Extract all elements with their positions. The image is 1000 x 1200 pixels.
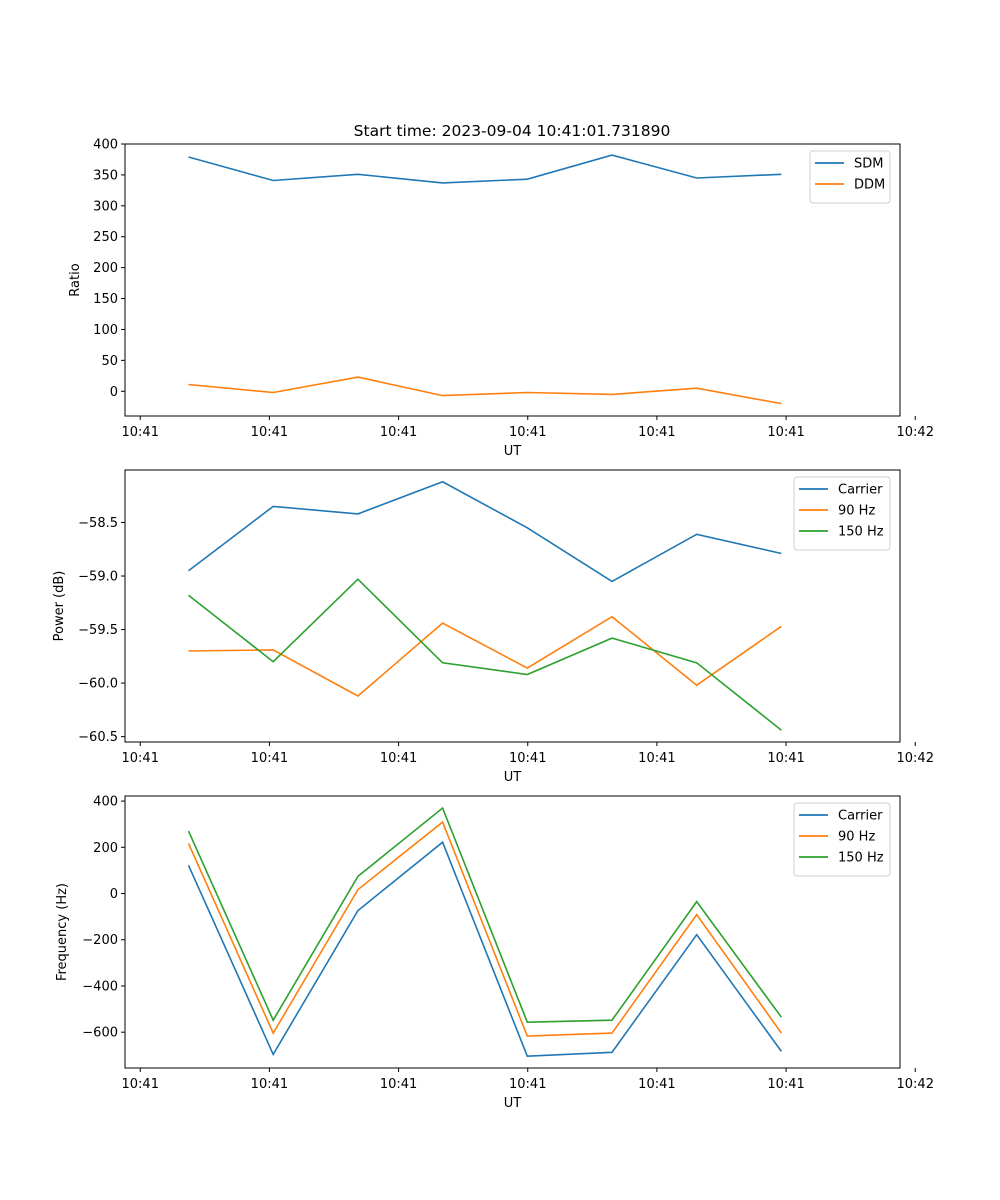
y-tick-label: 0 — [110, 385, 118, 400]
x-tick-label: 10:41 — [122, 751, 159, 766]
series-line-90-hz — [188, 615, 782, 697]
y-tick-label: −58.5 — [78, 516, 118, 531]
x-tick-label: 10:41 — [638, 1077, 675, 1092]
y-tick-label: 300 — [93, 199, 118, 214]
x-tick-label: 10:41 — [380, 751, 417, 766]
axes-frame — [124, 143, 901, 417]
axes-frame — [124, 469, 901, 743]
panel-3: 10:41 10:41 10:41 10:41 10:41 10:41 10:42 −600 −… — [55, 795, 934, 1111]
y-tick-label: 0 — [110, 887, 118, 902]
x-tick-label: 10:41 — [380, 1077, 417, 1092]
y-axis-label: Power (dB) — [52, 571, 67, 642]
y-tick-label: 50 — [101, 354, 118, 369]
x-tick-label: 10:41 — [251, 751, 288, 766]
series-line-90-hz — [187, 820, 783, 1037]
x-tick-label: 10:42 — [897, 751, 934, 766]
y-tick-label: −200 — [82, 933, 118, 948]
panels: 10:41 10:41 10:41 10:41 10:41 10:41 10:42 0 50 10… — [52, 138, 934, 1112]
legend-label: DDM — [854, 178, 885, 193]
x-tick-label: 10:41 — [509, 1077, 546, 1092]
legend-label: 90 Hz — [838, 830, 875, 845]
x-tick-label: 10:41 — [767, 1077, 804, 1092]
series-line-150-hz — [187, 806, 783, 1024]
legend-box — [809, 150, 891, 204]
legend-label: 150 Hz — [838, 851, 884, 866]
y-axis-label: Frequency (Hz) — [55, 883, 70, 981]
x-tick-label: 10:41 — [638, 425, 675, 440]
y-tick-label: −600 — [82, 1026, 118, 1041]
y-tick-label: 400 — [93, 795, 118, 810]
x-tick-label: 10:41 — [509, 751, 546, 766]
x-tick-label: 10:41 — [767, 751, 804, 766]
series-line-150-hz — [188, 578, 782, 731]
x-tick-label: 10:41 — [122, 1077, 159, 1092]
plot-area — [125, 470, 900, 742]
series-line-carrier — [188, 480, 782, 583]
y-tick-label: 350 — [93, 168, 118, 183]
y-tick-label: −59.0 — [78, 570, 118, 585]
legend-label: 150 Hz — [838, 525, 884, 540]
x-tick-label: 10:42 — [897, 1077, 934, 1092]
y-tick-label: −400 — [82, 979, 118, 994]
legend-label: Carrier — [838, 809, 883, 824]
legend-label: Carrier — [838, 483, 883, 498]
legend-label: 90 Hz — [838, 504, 875, 519]
panel-2: 10:41 10:41 10:41 10:41 10:41 10:41 10:42 −60.5… — [52, 469, 934, 785]
series-line-sdm — [188, 154, 782, 184]
legend: Carrier 90 Hz 150 Hz — [793, 476, 891, 551]
y-tick-label: 400 — [93, 138, 118, 153]
y-tick-label: −59.5 — [78, 623, 118, 638]
legend: SDM DDM — [809, 150, 891, 204]
x-tick-label: 10:42 — [897, 425, 934, 440]
y-axis-label: Ratio — [68, 263, 83, 296]
y-tick-label: 100 — [93, 323, 118, 338]
legend: Carrier 90 Hz 150 Hz — [793, 802, 891, 877]
x-tick-label: 10:41 — [251, 1077, 288, 1092]
y-tick-label: 200 — [93, 261, 118, 276]
legend-label: SDM — [854, 157, 883, 172]
panel-1: 10:41 10:41 10:41 10:41 10:41 10:41 10:42 0 50 10… — [68, 138, 934, 460]
x-tick-label: 10:41 — [251, 425, 288, 440]
x-tick-label: 10:41 — [638, 751, 675, 766]
y-tick-label: 150 — [93, 292, 118, 307]
plot-area — [125, 144, 900, 416]
x-axis-label: UT — [504, 1096, 522, 1111]
series-line-ddm — [188, 376, 782, 405]
plot-area — [125, 796, 900, 1068]
x-axis-label: UT — [504, 770, 522, 785]
y-tick-label: −60.0 — [78, 677, 118, 692]
y-tick-label: −60.5 — [78, 730, 118, 745]
series-line-carrier — [187, 840, 783, 1058]
figure-title: Start time: 2023-09-04 10:41:01.731890 — [354, 122, 671, 140]
x-axis-label: UT — [504, 444, 522, 459]
y-tick-label: 250 — [93, 230, 118, 245]
x-tick-label: 10:41 — [767, 425, 804, 440]
y-tick-label: 200 — [93, 841, 118, 856]
x-tick-label: 10:41 — [122, 425, 159, 440]
x-tick-label: 10:41 — [509, 425, 546, 440]
x-tick-label: 10:41 — [380, 425, 417, 440]
axes-frame — [124, 795, 901, 1069]
